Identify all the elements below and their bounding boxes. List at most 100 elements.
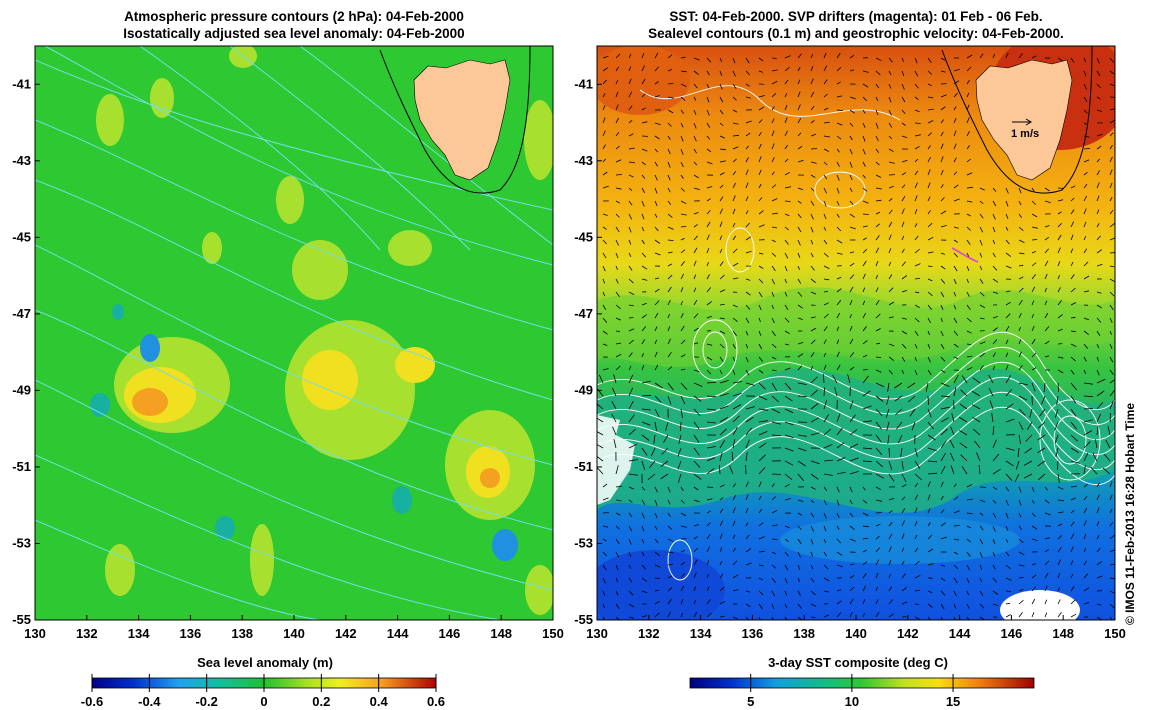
velocity-arrow — [758, 509, 763, 514]
velocity-arrow — [836, 239, 843, 244]
velocity-arrow — [758, 119, 763, 124]
colorbar-tick-label: 15 — [946, 694, 960, 709]
velocity-arrow — [1090, 467, 1098, 475]
velocity-arrow — [1070, 599, 1076, 605]
velocity-arrow — [810, 417, 820, 423]
velocity-arrow — [966, 158, 971, 163]
velocity-arrow — [992, 453, 1000, 462]
velocity-arrow — [680, 261, 685, 267]
velocity-arrow — [797, 118, 802, 124]
velocity-arrow — [628, 147, 635, 150]
velocity-arrow — [979, 187, 985, 191]
velocity-arrow — [810, 525, 814, 532]
velocity-arrow — [732, 415, 740, 423]
velocity-arrow — [927, 83, 932, 87]
velocity-arrow — [667, 611, 671, 618]
velocity-arrow — [732, 96, 737, 101]
velocity-arrow — [654, 288, 660, 293]
velocity-arrow — [1018, 53, 1023, 59]
velocity-arrow — [602, 79, 607, 85]
velocity-arrow — [654, 351, 658, 358]
velocity-arrow — [597, 417, 604, 423]
velocity-arrow — [797, 132, 802, 137]
velocity-arrow — [615, 512, 621, 516]
velocity-arrow — [979, 278, 984, 284]
velocity-arrow — [784, 66, 790, 72]
velocity-arrow — [927, 534, 933, 540]
velocity-arrow — [823, 200, 827, 207]
y-tick-label: -51 — [574, 459, 593, 474]
velocity-arrow — [628, 278, 634, 284]
velocity-arrow — [1096, 83, 1101, 89]
velocity-arrow — [602, 171, 608, 176]
velocity-arrow — [706, 546, 710, 553]
velocity-arrow — [1083, 261, 1089, 267]
velocity-arrow — [875, 342, 881, 345]
velocity-arrow — [615, 145, 620, 150]
velocity-arrow — [849, 366, 855, 371]
velocity-arrow — [797, 603, 803, 609]
velocity-arrow — [745, 356, 749, 363]
velocity-arrow — [732, 574, 739, 579]
velocity-arrow — [927, 278, 933, 282]
velocity-arrow — [680, 408, 683, 418]
velocity-arrow — [745, 343, 749, 349]
velocity-arrow — [927, 132, 932, 137]
velocity-arrow — [966, 54, 973, 59]
velocity-arrow — [849, 563, 855, 566]
velocity-arrow — [719, 561, 723, 566]
velocity-arrow — [966, 92, 970, 98]
velocity-arrow — [810, 432, 820, 436]
velocity-arrow — [719, 452, 723, 462]
velocity-arrow — [641, 93, 646, 98]
velocity-arrow — [1005, 213, 1009, 219]
velocity-arrow — [797, 187, 804, 191]
velocity-arrow — [1070, 447, 1079, 453]
velocity-arrow — [888, 369, 893, 375]
velocity-arrow — [719, 221, 723, 228]
velocity-arrow — [940, 577, 946, 582]
velocity-arrow — [1005, 602, 1011, 605]
velocity-arrow — [719, 393, 729, 397]
velocity-arrow — [1109, 223, 1115, 228]
velocity-arrow — [1083, 382, 1093, 385]
velocity-arrow — [836, 122, 843, 126]
velocity-arrow — [1057, 199, 1064, 202]
velocity-arrow — [836, 67, 842, 72]
velocity-arrow — [745, 70, 750, 76]
velocity-arrow — [823, 313, 829, 319]
velocity-arrow — [654, 577, 661, 579]
velocity-arrow — [1109, 590, 1115, 594]
velocity-arrow — [797, 365, 803, 371]
velocity-arrow — [1031, 325, 1035, 332]
velocity-arrow — [784, 551, 789, 557]
velocity-arrow — [1109, 494, 1113, 501]
velocity-arrow — [680, 56, 686, 59]
velocity-arrow — [1083, 465, 1086, 475]
velocity-arrow — [667, 338, 671, 345]
velocity-arrow — [719, 533, 723, 540]
velocity-arrow — [1031, 286, 1036, 293]
velocity-arrow — [953, 616, 956, 620]
velocity-arrow — [1018, 611, 1023, 618]
velocity-arrow — [836, 442, 845, 449]
y-tick-label: -45 — [12, 229, 31, 244]
velocity-arrow — [660, 473, 669, 480]
velocity-arrow — [953, 317, 958, 324]
velocity-arrow — [641, 421, 651, 426]
velocity-arrow — [940, 465, 946, 475]
velocity-arrow — [887, 434, 890, 444]
velocity-arrow — [784, 171, 790, 176]
velocity-arrow — [641, 265, 648, 270]
velocity-arrow — [953, 304, 957, 310]
velocity-arrow — [940, 564, 946, 567]
velocity-arrow — [1044, 549, 1049, 553]
velocity-arrow — [875, 421, 882, 430]
velocity-arrow — [654, 174, 658, 181]
right-title-line1: SST: 04-Feb-2000. SVP drifters (magenta)… — [669, 9, 1043, 24]
velocity-arrow — [966, 525, 972, 529]
velocity-arrow — [654, 277, 660, 280]
velocity-arrow — [1005, 473, 1013, 481]
velocity-arrow — [641, 302, 647, 306]
velocity-arrow — [888, 274, 893, 280]
